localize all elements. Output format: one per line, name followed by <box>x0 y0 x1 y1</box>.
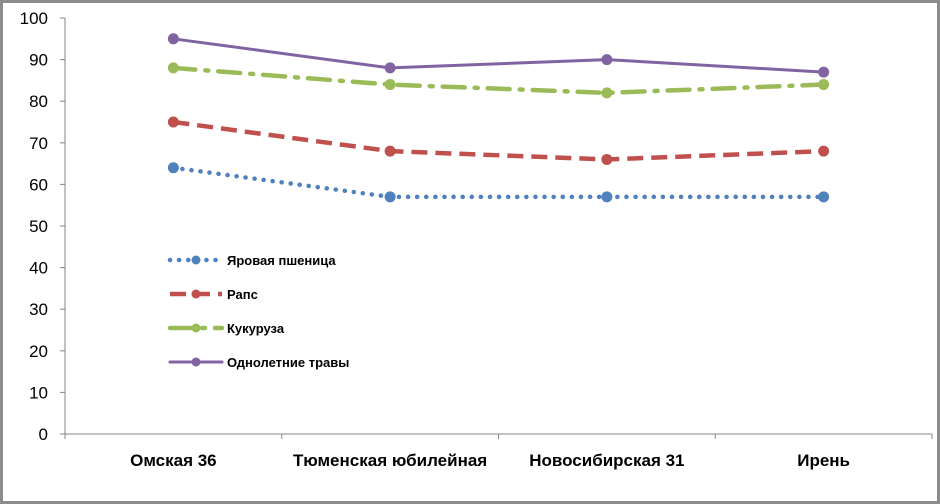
legend-item: Яровая пшеница <box>167 253 336 268</box>
x-tick-label: Ирень <box>797 451 850 470</box>
y-tick-label: 60 <box>29 175 48 194</box>
y-tick-label: 70 <box>29 134 48 153</box>
legend-label: Яровая пшеница <box>227 253 336 268</box>
axes: 0 10 20 30 40 50 60 70 80 90 100 Омская 36 Тюменская… <box>20 9 933 470</box>
data-point <box>167 162 179 174</box>
series-dotted <box>167 162 830 203</box>
series-line <box>171 165 826 200</box>
data-point <box>818 145 830 157</box>
y-tick-label: 90 <box>29 51 48 70</box>
legend-swatch-marker <box>191 255 201 265</box>
data-point <box>384 191 396 203</box>
y-tick-label: 0 <box>39 425 48 444</box>
y-tick-label: 20 <box>29 342 48 361</box>
x-tick-label: Новосибирская 31 <box>529 451 684 470</box>
data-point <box>601 191 613 203</box>
y-tick-label: 80 <box>29 92 48 111</box>
legend-item: Рапс <box>170 287 258 302</box>
legend-swatch-marker <box>191 323 201 333</box>
y-tick-label: 50 <box>29 217 48 236</box>
data-point <box>818 79 830 91</box>
y-tick-label: 30 <box>29 300 48 319</box>
legend-swatch-marker <box>191 289 201 299</box>
data-point <box>818 191 830 203</box>
data-point <box>384 62 396 74</box>
series-dashed <box>167 116 830 165</box>
data-point <box>601 54 613 66</box>
data-point <box>601 153 613 165</box>
data-point <box>384 79 396 91</box>
series-line <box>173 119 824 162</box>
y-tick-label: 10 <box>29 383 48 402</box>
series-dash-dot <box>167 62 830 99</box>
series-line <box>171 37 826 74</box>
legend-item: Кукуруза <box>167 321 285 336</box>
legend-label: Кукуруза <box>227 321 285 336</box>
data-point <box>384 145 396 157</box>
series-line <box>171 65 826 96</box>
data-point <box>167 62 179 74</box>
series-solid <box>167 33 830 78</box>
legend-swatch-marker <box>191 357 201 367</box>
x-tick-label: Тюменская юбилейная <box>293 451 487 470</box>
y-tick-label: 100 <box>20 9 48 28</box>
data-point <box>167 33 179 45</box>
legend-label: Рапс <box>227 287 258 302</box>
data-point <box>818 66 830 78</box>
x-tick-label: Омская 36 <box>130 451 217 470</box>
y-tick-label: 40 <box>29 259 48 278</box>
data-point <box>167 116 179 128</box>
legend-item: Однолетние травы <box>168 355 349 370</box>
data-point <box>601 87 613 99</box>
series-layer <box>167 33 830 203</box>
legend-label: Однолетние травы <box>227 355 349 370</box>
legend: Яровая пшеница Рапс Кукуруза Однолетние тра… <box>167 253 349 370</box>
